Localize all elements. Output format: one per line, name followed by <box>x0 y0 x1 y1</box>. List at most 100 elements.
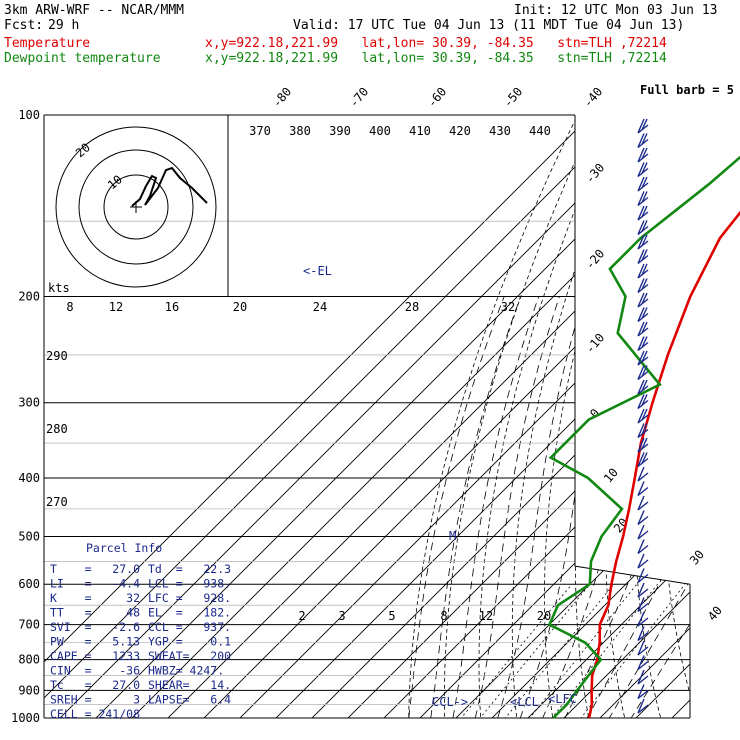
parcel-info-left: CAPE = 1233 <box>50 649 140 663</box>
isotherm-line <box>226 115 690 718</box>
lower-mixing-label: 5 <box>388 609 395 623</box>
dry-adiabat <box>511 115 634 718</box>
isotherm-line <box>154 115 690 718</box>
theta-e-label: 270 <box>46 495 68 509</box>
isotherm-line <box>298 115 690 718</box>
pressure-label: 600 <box>18 577 40 591</box>
isotherm-label: -30 <box>583 161 608 187</box>
wind-barb <box>637 307 645 322</box>
wind-barb <box>637 249 645 264</box>
wind-barb <box>637 118 645 134</box>
wind-barb <box>637 559 649 569</box>
lower-mixing-label: 12 <box>479 609 493 623</box>
wind-barb <box>637 675 649 685</box>
sounding-traces: <-EL CCL-> <LCL <LFC M <box>303 155 740 719</box>
hodograph-ring <box>55 126 217 288</box>
theta-e-label: 280 <box>46 422 68 436</box>
forecast-label: Fcst: <box>4 18 44 33</box>
wind-barb <box>641 263 648 276</box>
parcel-info-right: HWBZ= 4247. <box>148 664 224 678</box>
parcel-info-left: CELL = 241/08 <box>50 707 140 721</box>
isotherm-label: 40 <box>705 603 725 623</box>
wind-barb <box>637 573 649 584</box>
dry-adiabat <box>443 115 597 718</box>
wind-barb <box>641 365 648 377</box>
isotherm-line <box>44 115 605 718</box>
wind-barb <box>637 481 645 496</box>
isotherm-line <box>550 115 690 718</box>
mixing-ratio-line <box>519 583 638 718</box>
theta-label: 380 <box>289 124 311 138</box>
wind-barb <box>637 640 645 656</box>
wind-barb <box>637 704 649 714</box>
wind-barb <box>637 466 645 482</box>
wind-barb <box>637 205 645 221</box>
mixing-ratio-label: 24 <box>313 300 327 314</box>
theta-label: 400 <box>369 124 391 138</box>
el-marker: <-EL <box>303 264 332 278</box>
hodograph-ring <box>103 174 169 240</box>
moist-adiabat <box>428 296 521 718</box>
wind-barb <box>637 684 645 699</box>
legend-dewpoint-location: x,y=922.18,221.99 lat,lon= 30.39, -84.35… <box>205 51 667 66</box>
wind-barb <box>637 263 645 279</box>
mixing-ratio-line <box>450 583 573 718</box>
wind-barb <box>637 544 649 555</box>
wind-barb <box>637 602 649 613</box>
dry-adiabat <box>689 115 690 718</box>
wind-barb <box>637 365 645 380</box>
parcel-info-left: SVI = -2.6 <box>50 620 140 634</box>
theta-label: 390 <box>329 124 351 138</box>
wind-barb <box>641 176 648 189</box>
wind-barb <box>637 698 645 714</box>
moist-adiabat <box>601 296 690 718</box>
moist-adiabat <box>406 296 505 718</box>
wind-barb <box>637 408 645 424</box>
wind-barb <box>641 205 648 218</box>
isotherm-line <box>190 115 690 718</box>
wind-barb <box>637 278 645 293</box>
moist-adiabat <box>536 296 652 718</box>
wind-barb <box>637 568 645 583</box>
moist-adiabat <box>471 296 560 718</box>
isotherm-label: 30 <box>687 547 707 567</box>
pressure-label: 900 <box>18 683 40 697</box>
wind-barb <box>637 582 645 598</box>
isotherm-line <box>658 115 690 718</box>
theta-e-label: 290 <box>46 349 68 363</box>
mixing-ratio-label: 32 <box>501 300 515 314</box>
wind-barb <box>641 133 648 145</box>
parcel-info-left: Tc = 27.0 <box>50 678 140 692</box>
wind-barb <box>637 501 649 511</box>
wind-barb <box>637 350 645 366</box>
theta-label: 420 <box>449 124 471 138</box>
wind-barb <box>641 292 648 305</box>
pressure-label: 200 <box>18 290 40 304</box>
dry-adiabat <box>408 115 578 718</box>
isotherm-label: -40 <box>581 85 606 111</box>
theta-label: 410 <box>409 124 431 138</box>
wind-barb <box>641 394 648 406</box>
wind-barb <box>641 321 648 334</box>
parcel-info-right: SWEAT= 200 <box>148 649 231 663</box>
dry-adiabat <box>575 115 672 718</box>
ccl-marker: CCL-> <box>432 695 468 709</box>
isotherm-line <box>46 115 677 718</box>
moist-adiabat <box>579 296 690 718</box>
wind-barb <box>637 486 649 497</box>
wind-barb <box>637 423 645 438</box>
wind-barb <box>637 510 645 525</box>
isotherm-line <box>478 115 690 718</box>
wind-barb <box>637 472 649 482</box>
isotherm-label: -80 <box>270 85 295 111</box>
isotherm-line <box>695 102 740 731</box>
wind-barb <box>637 655 645 670</box>
wind-barb <box>641 220 648 232</box>
wind-barb <box>641 191 648 203</box>
mixing-ratio-line <box>494 583 615 718</box>
theta-label: 440 <box>529 124 551 138</box>
dewpoint-trace <box>547 155 740 719</box>
hodograph-inner-label: 10 <box>105 172 125 192</box>
parcel-info-left: T = 27.0 <box>50 562 140 576</box>
